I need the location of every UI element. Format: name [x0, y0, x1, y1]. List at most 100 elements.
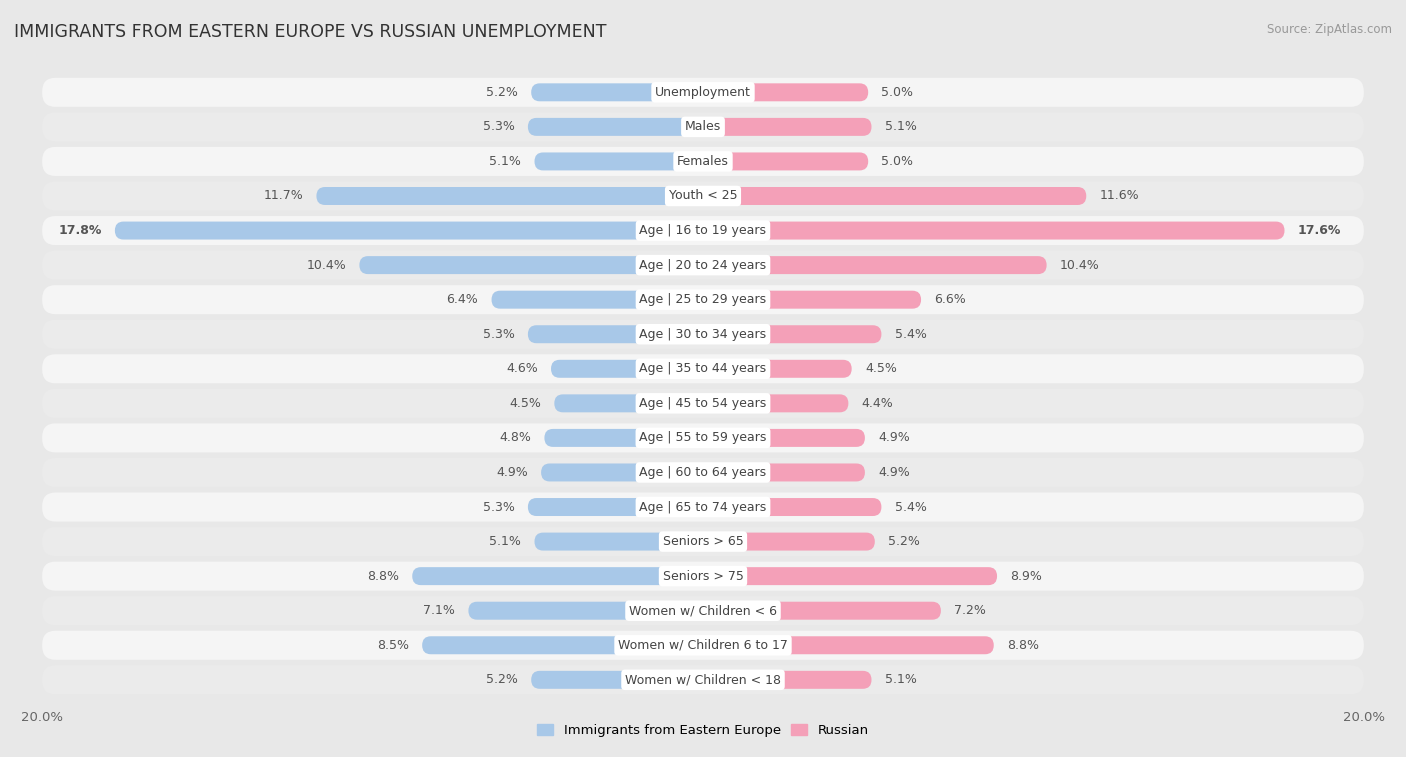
FancyBboxPatch shape	[412, 567, 703, 585]
Text: 4.9%: 4.9%	[879, 431, 910, 444]
Text: 5.1%: 5.1%	[884, 120, 917, 133]
FancyBboxPatch shape	[703, 291, 921, 309]
Text: Youth < 25: Youth < 25	[669, 189, 737, 202]
FancyBboxPatch shape	[316, 187, 703, 205]
Text: 5.1%: 5.1%	[489, 535, 522, 548]
FancyBboxPatch shape	[42, 182, 1364, 210]
Text: 10.4%: 10.4%	[1060, 259, 1099, 272]
FancyBboxPatch shape	[42, 631, 1364, 660]
Text: 11.6%: 11.6%	[1099, 189, 1139, 202]
FancyBboxPatch shape	[703, 222, 1285, 239]
FancyBboxPatch shape	[703, 394, 848, 413]
FancyBboxPatch shape	[531, 83, 703, 101]
FancyBboxPatch shape	[42, 78, 1364, 107]
Text: 5.0%: 5.0%	[882, 155, 914, 168]
Text: Females: Females	[678, 155, 728, 168]
Legend: Immigrants from Eastern Europe, Russian: Immigrants from Eastern Europe, Russian	[531, 718, 875, 742]
Text: 4.8%: 4.8%	[499, 431, 531, 444]
Text: 10.4%: 10.4%	[307, 259, 346, 272]
Text: 4.9%: 4.9%	[496, 466, 527, 479]
Text: 5.4%: 5.4%	[894, 500, 927, 513]
Text: Age | 45 to 54 years: Age | 45 to 54 years	[640, 397, 766, 410]
FancyBboxPatch shape	[527, 498, 703, 516]
FancyBboxPatch shape	[42, 319, 1364, 349]
FancyBboxPatch shape	[360, 256, 703, 274]
Text: Unemployment: Unemployment	[655, 86, 751, 99]
Text: IMMIGRANTS FROM EASTERN EUROPE VS RUSSIAN UNEMPLOYMENT: IMMIGRANTS FROM EASTERN EUROPE VS RUSSIA…	[14, 23, 606, 41]
FancyBboxPatch shape	[42, 251, 1364, 279]
Text: 4.5%: 4.5%	[865, 363, 897, 375]
Text: 4.4%: 4.4%	[862, 397, 893, 410]
FancyBboxPatch shape	[527, 326, 703, 343]
Text: Age | 65 to 74 years: Age | 65 to 74 years	[640, 500, 766, 513]
FancyBboxPatch shape	[703, 360, 852, 378]
Text: Source: ZipAtlas.com: Source: ZipAtlas.com	[1267, 23, 1392, 36]
Text: Age | 55 to 59 years: Age | 55 to 59 years	[640, 431, 766, 444]
Text: Age | 60 to 64 years: Age | 60 to 64 years	[640, 466, 766, 479]
FancyBboxPatch shape	[42, 285, 1364, 314]
Text: 5.2%: 5.2%	[889, 535, 920, 548]
FancyBboxPatch shape	[492, 291, 703, 309]
Text: Women w/ Children < 18: Women w/ Children < 18	[626, 673, 780, 687]
FancyBboxPatch shape	[42, 354, 1364, 383]
Text: 6.4%: 6.4%	[447, 293, 478, 306]
FancyBboxPatch shape	[703, 152, 868, 170]
FancyBboxPatch shape	[42, 423, 1364, 453]
FancyBboxPatch shape	[541, 463, 703, 481]
Text: 17.6%: 17.6%	[1298, 224, 1341, 237]
FancyBboxPatch shape	[42, 493, 1364, 522]
FancyBboxPatch shape	[42, 597, 1364, 625]
FancyBboxPatch shape	[42, 147, 1364, 176]
Text: Age | 25 to 29 years: Age | 25 to 29 years	[640, 293, 766, 306]
Text: 8.8%: 8.8%	[1007, 639, 1039, 652]
Text: Age | 30 to 34 years: Age | 30 to 34 years	[640, 328, 766, 341]
Text: 17.8%: 17.8%	[58, 224, 101, 237]
FancyBboxPatch shape	[42, 389, 1364, 418]
FancyBboxPatch shape	[544, 429, 703, 447]
Text: 5.3%: 5.3%	[482, 500, 515, 513]
FancyBboxPatch shape	[703, 187, 1087, 205]
FancyBboxPatch shape	[534, 533, 703, 550]
Text: 8.9%: 8.9%	[1011, 570, 1042, 583]
FancyBboxPatch shape	[422, 637, 703, 654]
FancyBboxPatch shape	[42, 665, 1364, 694]
FancyBboxPatch shape	[115, 222, 703, 239]
Text: 11.7%: 11.7%	[263, 189, 304, 202]
FancyBboxPatch shape	[534, 152, 703, 170]
FancyBboxPatch shape	[703, 83, 868, 101]
Text: 5.2%: 5.2%	[486, 86, 517, 99]
Text: 4.9%: 4.9%	[879, 466, 910, 479]
Text: 5.2%: 5.2%	[486, 673, 517, 687]
Text: 7.2%: 7.2%	[955, 604, 986, 617]
FancyBboxPatch shape	[703, 463, 865, 481]
FancyBboxPatch shape	[551, 360, 703, 378]
FancyBboxPatch shape	[703, 256, 1046, 274]
Text: 5.3%: 5.3%	[482, 120, 515, 133]
FancyBboxPatch shape	[42, 527, 1364, 556]
FancyBboxPatch shape	[42, 562, 1364, 590]
Text: 6.6%: 6.6%	[934, 293, 966, 306]
Text: Women w/ Children 6 to 17: Women w/ Children 6 to 17	[619, 639, 787, 652]
Text: Age | 35 to 44 years: Age | 35 to 44 years	[640, 363, 766, 375]
Text: 8.8%: 8.8%	[367, 570, 399, 583]
FancyBboxPatch shape	[468, 602, 703, 620]
Text: Seniors > 75: Seniors > 75	[662, 570, 744, 583]
FancyBboxPatch shape	[703, 567, 997, 585]
Text: Seniors > 65: Seniors > 65	[662, 535, 744, 548]
FancyBboxPatch shape	[703, 118, 872, 136]
Text: 5.4%: 5.4%	[894, 328, 927, 341]
Text: 8.5%: 8.5%	[377, 639, 409, 652]
Text: 4.6%: 4.6%	[506, 363, 537, 375]
Text: 5.1%: 5.1%	[884, 673, 917, 687]
FancyBboxPatch shape	[42, 112, 1364, 142]
Text: Age | 20 to 24 years: Age | 20 to 24 years	[640, 259, 766, 272]
FancyBboxPatch shape	[554, 394, 703, 413]
FancyBboxPatch shape	[42, 216, 1364, 245]
Text: Women w/ Children < 6: Women w/ Children < 6	[628, 604, 778, 617]
Text: 5.1%: 5.1%	[489, 155, 522, 168]
FancyBboxPatch shape	[703, 429, 865, 447]
Text: 5.3%: 5.3%	[482, 328, 515, 341]
FancyBboxPatch shape	[703, 326, 882, 343]
Text: 7.1%: 7.1%	[423, 604, 456, 617]
Text: 5.0%: 5.0%	[882, 86, 914, 99]
